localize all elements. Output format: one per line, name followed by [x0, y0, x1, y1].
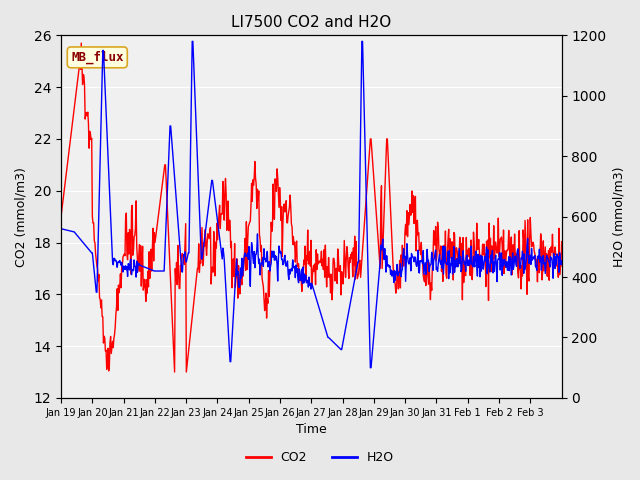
Text: MB_flux: MB_flux	[71, 51, 124, 64]
Y-axis label: CO2 (mmol/m3): CO2 (mmol/m3)	[15, 167, 28, 266]
H2O	[188, 38, 196, 44]
CO2	[364, 173, 372, 179]
Y-axis label: H2O (mmol/m3): H2O (mmol/m3)	[612, 167, 625, 267]
CO2	[209, 269, 217, 275]
H2O	[557, 258, 565, 264]
CO2	[171, 369, 179, 375]
Line: CO2: CO2	[61, 43, 561, 372]
CO2	[253, 205, 260, 211]
CO2	[77, 40, 85, 46]
H2O	[364, 229, 371, 235]
H2O	[209, 178, 216, 183]
CO2	[234, 295, 242, 301]
CO2	[57, 214, 65, 219]
H2O	[392, 269, 399, 275]
X-axis label: Time: Time	[296, 423, 326, 436]
H2O	[116, 258, 124, 264]
Title: LI7500 CO2 and H2O: LI7500 CO2 and H2O	[231, 15, 392, 30]
CO2	[116, 271, 124, 277]
CO2	[557, 239, 565, 244]
Line: H2O: H2O	[61, 41, 561, 368]
H2O	[367, 365, 374, 371]
H2O	[252, 252, 260, 257]
H2O	[57, 226, 65, 231]
CO2	[392, 290, 399, 296]
Legend: CO2, H2O: CO2, H2O	[241, 446, 399, 469]
H2O	[234, 272, 241, 278]
